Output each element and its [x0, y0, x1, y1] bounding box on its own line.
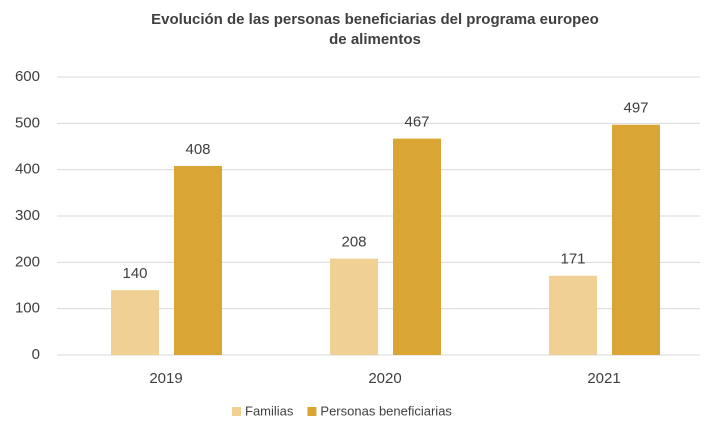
y-tick-label: 200	[15, 253, 40, 270]
x-tick-label: 2021	[587, 370, 620, 387]
legend-label: Familias	[245, 403, 294, 418]
data-label: 408	[185, 141, 210, 158]
y-tick-label: 400	[15, 161, 40, 178]
data-label: 497	[623, 100, 648, 117]
x-tick-label: 2019	[149, 370, 182, 387]
chart-title: Evolución de las personas beneficiarias …	[151, 11, 599, 28]
y-tick-label: 0	[32, 346, 40, 363]
data-label: 467	[404, 114, 429, 131]
bar	[174, 165, 222, 355]
legend-label: Personas beneficiarias	[320, 403, 452, 418]
bar	[330, 258, 378, 355]
y-tick-label: 300	[15, 207, 40, 224]
y-tick-label: 100	[15, 300, 40, 317]
legend-swatch	[307, 407, 317, 416]
data-label: 140	[122, 265, 147, 282]
data-label: 171	[560, 251, 585, 268]
y-tick-label: 500	[15, 114, 40, 131]
bar	[393, 138, 441, 355]
x-tick-label: 2020	[368, 370, 401, 387]
bar	[612, 124, 660, 356]
legend-swatch	[232, 407, 241, 416]
bar	[549, 275, 597, 355]
data-label: 208	[341, 234, 366, 251]
chart-title: de alimentos	[329, 31, 421, 48]
bar	[111, 290, 159, 355]
y-tick-label: 600	[15, 68, 40, 85]
